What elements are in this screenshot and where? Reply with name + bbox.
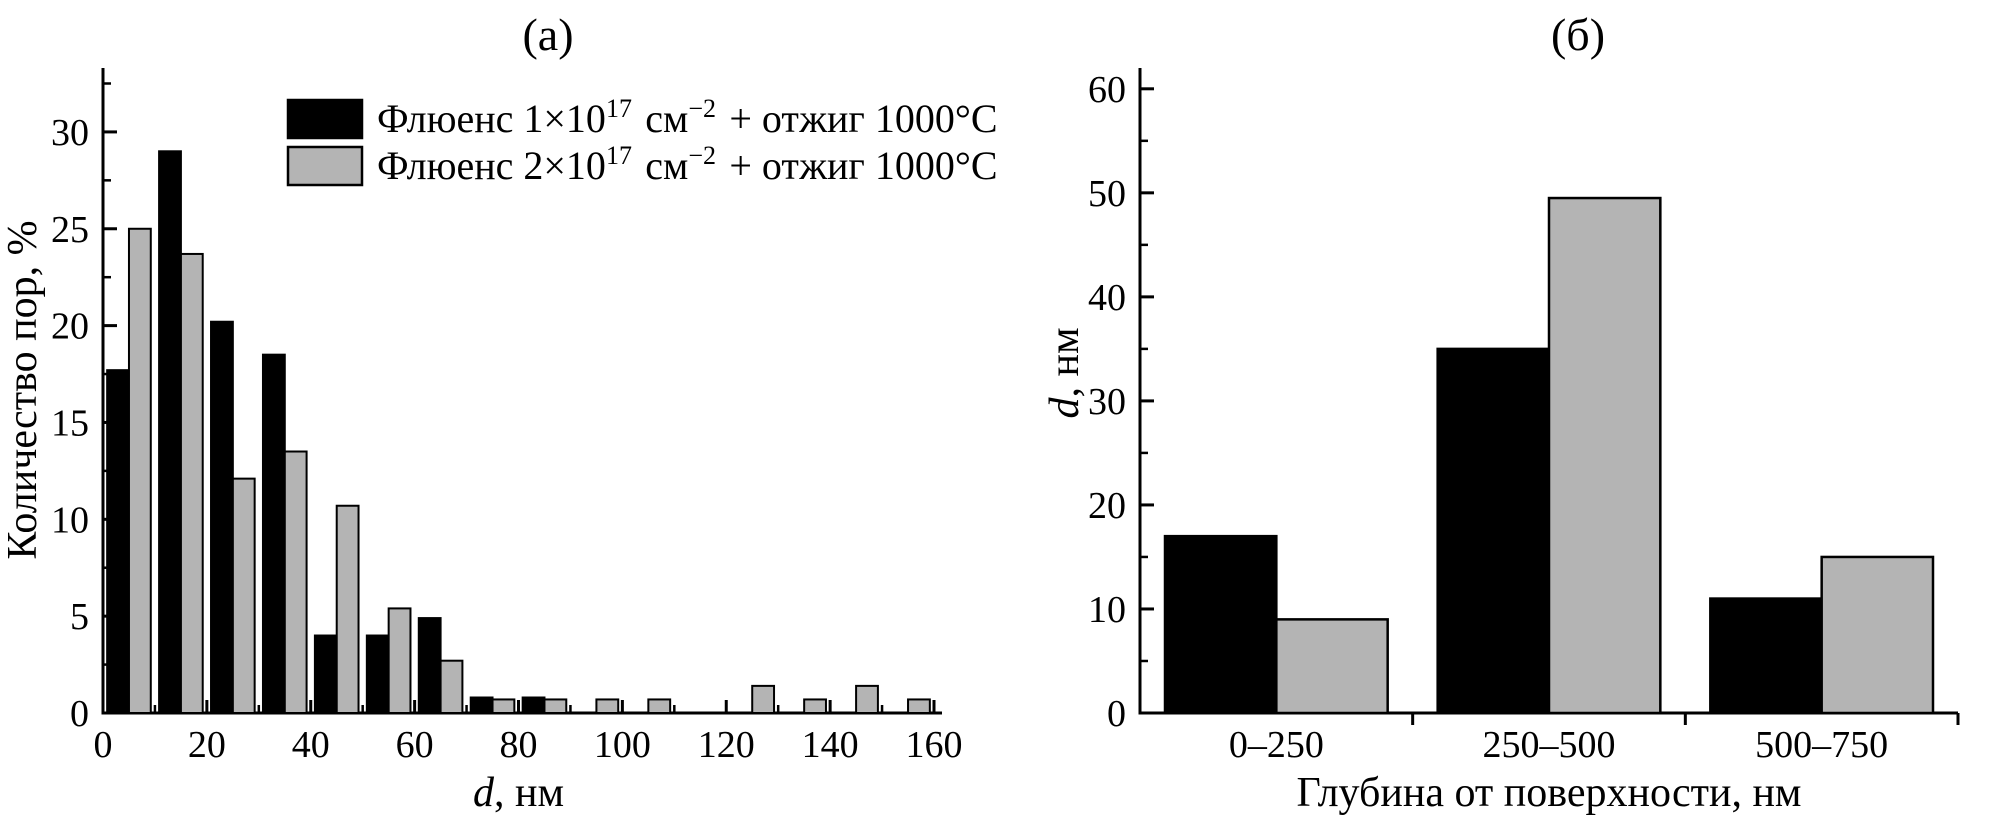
y-tick-label: 60 xyxy=(1088,69,1126,111)
y-tick-label: 0 xyxy=(1107,693,1126,735)
panel-a-ylabel: Количество пор, % xyxy=(0,220,46,559)
x-tick-label: 160 xyxy=(906,724,963,766)
y-tick-label: 20 xyxy=(1088,485,1126,527)
legend-swatch-1 xyxy=(286,98,364,140)
legend: Флюенс 1×1017 см−2 + отжиг 1000°CФлюенс … xyxy=(286,94,998,188)
bar-fluence2-0–250 xyxy=(1275,618,1389,715)
y-tick-label: 30 xyxy=(51,112,89,154)
y-tick-label: 50 xyxy=(1088,173,1126,215)
x-tick-label: 40 xyxy=(292,724,330,766)
y-tick-label: 15 xyxy=(51,402,89,444)
bar-fluence2-bin-40 xyxy=(335,504,360,714)
bar-fluence2-bin-10 xyxy=(179,252,204,714)
bar-fluence2-bin-20 xyxy=(231,477,256,715)
bar-fluence2-bin-150 xyxy=(907,698,931,715)
bar-fluence2-bin-80 xyxy=(543,698,568,715)
bar-fluence2-bin-60 xyxy=(439,659,464,714)
panel-a: 0 5 10 15 20 25 30 0 20 40 60 80 100 120 140 160 d, нм Ко… xyxy=(0,9,998,816)
panel-a-xlabel: d, нм xyxy=(473,770,564,816)
bar-fluence1-bin-70 xyxy=(469,696,494,715)
panel-b-ylabel: d, нм xyxy=(1042,327,1088,418)
x-tick-label: 80 xyxy=(500,724,538,766)
legend-label-2: Флюенс 2×1017 см−2 + отжиг 1000°C xyxy=(377,141,998,188)
x-tick-label: 100 xyxy=(594,724,651,766)
y-tick-label: 10 xyxy=(51,499,89,541)
legend-swatch-2 xyxy=(286,145,364,187)
bar-fluence1-bin-10 xyxy=(158,150,182,715)
bar-fluence2-500–750 xyxy=(1820,555,1935,715)
y-tick-label: 10 xyxy=(1088,589,1126,631)
y-tick-label: 30 xyxy=(1088,381,1126,423)
category-label: 0–250 xyxy=(1229,724,1324,766)
x-tick-label: 60 xyxy=(396,724,434,766)
category-label: 250–500 xyxy=(1483,724,1616,766)
legend-label-1: Флюенс 1×1017 см−2 + отжиг 1000°C xyxy=(377,94,998,141)
bar-fluence1-0–250 xyxy=(1163,534,1278,715)
bar-fluence1-bin-30 xyxy=(261,353,286,714)
bar-fluence2-bin-120 xyxy=(751,684,776,714)
panel-b-xlabel: Глубина от поверхности, нм xyxy=(1296,770,1801,816)
bar-fluence1-bin-20 xyxy=(210,320,234,714)
bar-fluence2-bin-140 xyxy=(855,684,879,714)
bar-fluence1-bin-0 xyxy=(106,369,130,714)
y-tick-label: 20 xyxy=(51,306,89,348)
bar-fluence2-250–500 xyxy=(1547,196,1662,715)
bar-fluence2-bin-70 xyxy=(491,698,516,715)
bar-fluence2-bin-90 xyxy=(595,698,620,715)
bar-fluence1-500–750 xyxy=(1709,597,1823,715)
x-tick-label: 20 xyxy=(188,724,226,766)
bar-fluence2-bin-50 xyxy=(387,607,412,714)
x-tick-label: 120 xyxy=(698,724,755,766)
y-tick-label: 0 xyxy=(70,693,89,735)
panel-a-title: (а) xyxy=(522,9,573,60)
category-label: 500–750 xyxy=(1755,724,1888,766)
panel-b-title: (б) xyxy=(1551,9,1605,60)
y-tick-label: 40 xyxy=(1088,277,1126,319)
panel-b: 0 10 20 30 40 50 60 0–250 250–500 500–750Глубина … xyxy=(1042,9,1960,816)
bar-fluence1-bin-50 xyxy=(365,634,390,714)
bar-fluence1-250–500 xyxy=(1436,347,1551,715)
x-tick-label: 0 xyxy=(94,724,113,766)
bar-fluence2-bin-130 xyxy=(803,698,827,715)
x-tick-label: 140 xyxy=(802,724,859,766)
bar-fluence1-bin-80 xyxy=(521,696,546,715)
y-tick-label: 5 xyxy=(70,596,89,638)
bar-fluence1-bin-40 xyxy=(313,634,338,714)
bar-fluence1-bin-60 xyxy=(417,617,442,714)
bar-fluence2-bin-0 xyxy=(127,227,152,714)
bar-fluence2-bin-30 xyxy=(283,450,308,714)
bar-fluence2-bin-100 xyxy=(647,698,672,715)
y-tick-label: 25 xyxy=(51,209,89,251)
